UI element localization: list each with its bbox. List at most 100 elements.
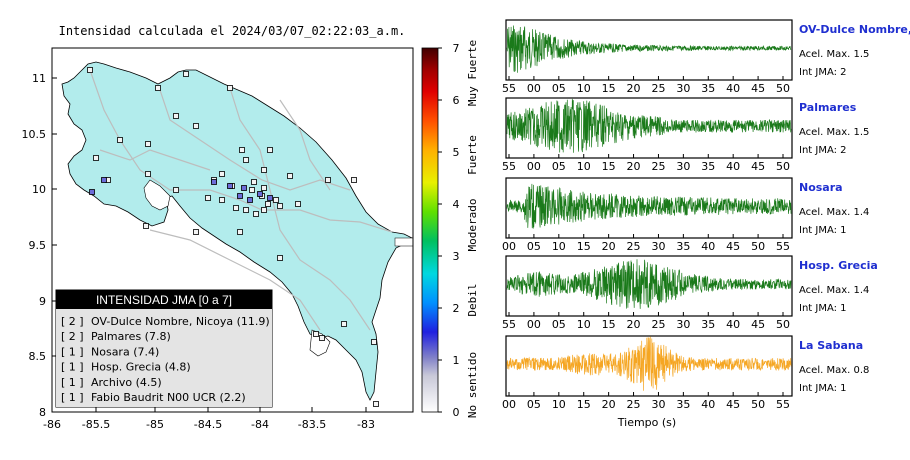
waveform-panels: 55 00 05 10 15 20 25 30 35 40 45 50 OV-Dulce Nombre,… (502, 19, 910, 411)
waveform-tick-label: 05 (552, 318, 566, 331)
waveform-tick-label: 20 (602, 398, 616, 411)
map-x-tick-label: -84 (251, 418, 269, 431)
station-marker (145, 171, 151, 177)
colorbar-gradient (421, 47, 439, 413)
station-marker (251, 179, 257, 185)
jma-intensity: Int JMA: 2 (799, 145, 847, 156)
station-marker (193, 229, 199, 235)
station-marker (87, 67, 93, 73)
waveform-tick-label: 10 (552, 240, 566, 253)
map-y-tick-label: 8.5 (29, 350, 47, 363)
max-acceleration: Acel. Max. 1.4 (799, 207, 869, 218)
station-marker (219, 197, 225, 203)
waveform-tick-label: 30 (676, 318, 690, 331)
jma-intensity: Int JMA: 2 (799, 67, 847, 78)
colorbar-tick-label: 2 (453, 302, 460, 315)
max-acceleration: Acel. Max. 1.4 (799, 285, 869, 296)
waveform-panel: 55 00 05 10 15 20 25 30 35 40 45 50 OV-Dulce Nombre,… (502, 19, 910, 95)
station-marker (227, 85, 233, 91)
colorbar-level-label: Moderado (466, 199, 479, 252)
station-marker (273, 197, 279, 203)
colorbar-level-label: Debil (466, 283, 479, 316)
waveform-panel: 55 00 05 10 15 20 25 30 35 40 45 50 Hosp. Grecia Acel… (502, 255, 878, 331)
intensity-legend: INTENSIDAD JMA [0 a 7] [ 2 ] OV-Dulce Nom… (55, 289, 273, 408)
waveform-tick-label: 20 (627, 318, 641, 331)
waveform-tick-label: 30 (651, 240, 665, 253)
waveform-tick-label: 20 (602, 240, 616, 253)
station-marker (277, 203, 283, 209)
waveform-tick-label: 25 (651, 82, 665, 95)
waveform-tick-label: 15 (602, 160, 616, 173)
waveform-tick-label: 25 (627, 240, 641, 253)
legend-item: [ 1 ] Archivo (4.5) (61, 376, 162, 389)
waveform-tick-label: 00 (527, 318, 541, 331)
map-x-tick-label: -85 (146, 418, 164, 431)
waveform-panel: 55 00 05 10 15 20 25 30 35 40 45 50 Palmares Acel. Ma… (502, 97, 869, 173)
waveform-tick-label: 40 (726, 160, 740, 173)
legend-item-level: [ 1 ] (61, 391, 84, 404)
station-marker (243, 157, 249, 163)
map-x-tick-label: -83.5 (298, 418, 326, 431)
waveform-tick-label: 50 (776, 318, 790, 331)
legend-item-level: [ 2 ] (61, 315, 84, 328)
map-y-tick-label: 11 (32, 72, 46, 85)
waveform-tick-label: 55 (502, 318, 516, 331)
legend-item: [ 2 ] OV-Dulce Nombre, Nicoya (11.9) (61, 315, 270, 328)
colorbar-level-label: No sentido (466, 352, 479, 418)
station-marker (239, 147, 245, 153)
station-marker-active (101, 177, 107, 183)
station-marker (341, 321, 347, 327)
legend-item-name: Palmares (7.8) (91, 330, 171, 343)
waveform-tick-label: 00 (502, 240, 516, 253)
waveform-trace (506, 25, 792, 73)
station-name: Nosara (799, 181, 843, 194)
station-marker (319, 335, 325, 341)
waveform-tick-label: 00 (527, 160, 541, 173)
station-marker (277, 255, 283, 261)
waveform-tick-label: 05 (527, 240, 541, 253)
waveform-panel: 00 05 10 15 20 25 30 35 40 45 50 55 La Sabana Acel. M… (502, 335, 869, 411)
waveform-tick-label: 35 (676, 398, 690, 411)
waveform-tick-label: 55 (502, 160, 516, 173)
station-marker (265, 201, 271, 207)
legend-title: INTENSIDAD JMA [0 a 7] (96, 293, 232, 307)
station-name: La Sabana (799, 339, 863, 352)
waveform-trace (506, 183, 792, 229)
station-marker-active (267, 195, 273, 201)
waveform-tick-label: 40 (701, 398, 715, 411)
waveform-tick-label: 50 (751, 240, 765, 253)
waveform-tick-label: 25 (651, 160, 665, 173)
waveform-tick-label: 45 (726, 398, 740, 411)
station-markers (87, 67, 379, 407)
legend-item-level: [ 1 ] (61, 361, 84, 374)
station-marker (287, 173, 293, 179)
station-marker (93, 155, 99, 161)
map-x-tick-label: -83 (357, 418, 375, 431)
waveform-trace (506, 98, 792, 153)
waveform-tick-label: 55 (502, 82, 516, 95)
station-marker (117, 137, 123, 143)
station-marker (373, 401, 379, 407)
waveform-tick-label: 50 (776, 160, 790, 173)
station-marker (261, 185, 267, 191)
station-marker (295, 201, 301, 207)
legend-item-level: [ 2 ] (61, 330, 84, 343)
station-marker (183, 71, 189, 77)
waveform-tick-label: 40 (726, 82, 740, 95)
waveform-tick-label: 25 (627, 398, 641, 411)
legend-item-level: [ 1 ] (61, 345, 84, 358)
station-marker-active (241, 185, 247, 191)
waveform-trace (506, 259, 792, 309)
station-marker (205, 195, 211, 201)
waveform-tick-label: 20 (627, 160, 641, 173)
intensity-colorbar: 0 1 2 3 4 5 6 7 No sentido Debil Moderado Fuerte Mu… (421, 40, 479, 419)
colorbar-tick-label: 5 (453, 146, 460, 159)
waveform-tick-label: 15 (577, 398, 591, 411)
jma-intensity: Int JMA: 1 (799, 303, 847, 314)
waveform-tick-label: 45 (726, 240, 740, 253)
legend-item: [ 2 ] Palmares (7.8) (61, 330, 171, 343)
station-marker (173, 113, 179, 119)
legend-item-name: Archivo (4.5) (91, 376, 162, 389)
station-marker (243, 207, 249, 213)
